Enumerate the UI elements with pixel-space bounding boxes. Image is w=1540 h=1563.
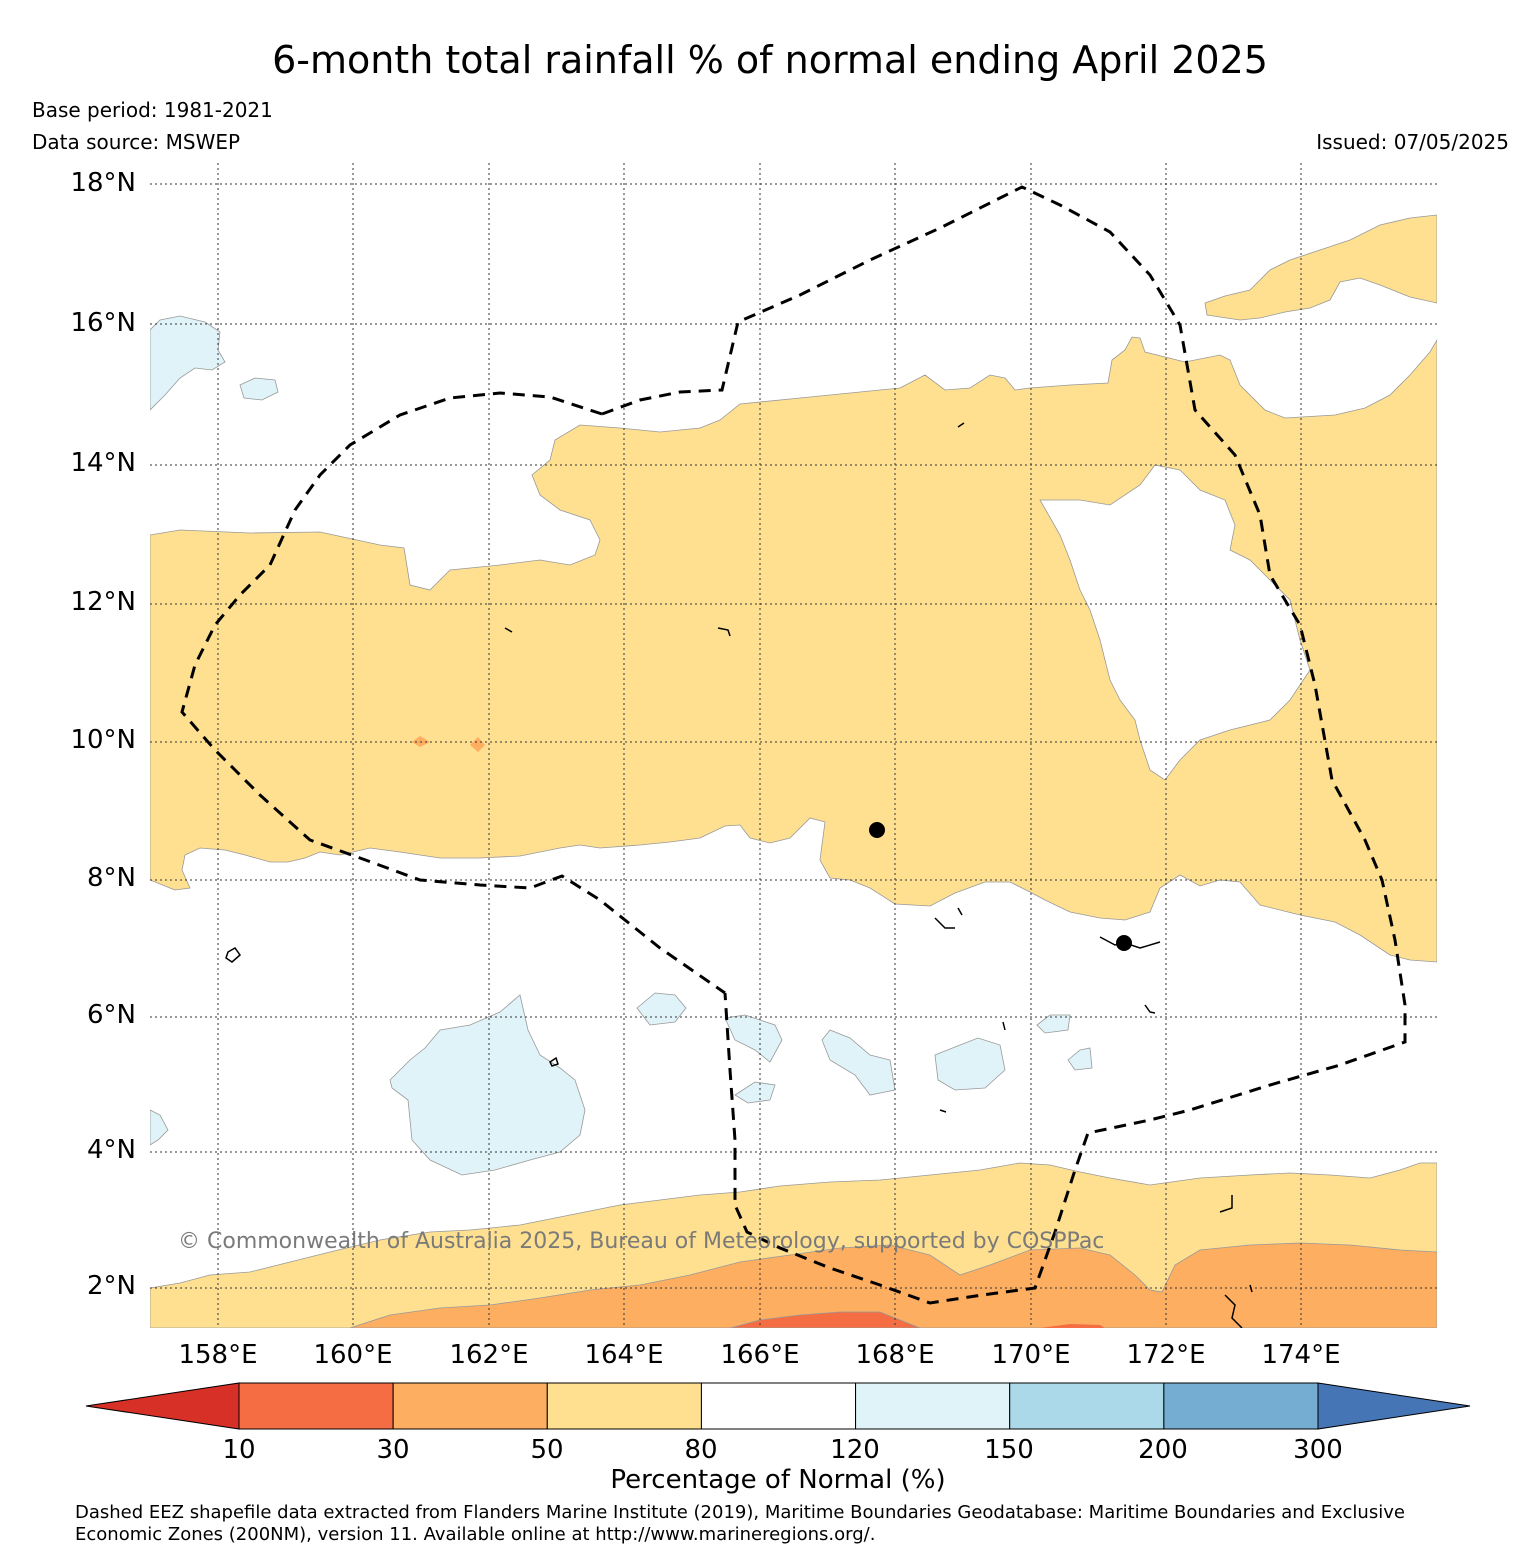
map-title: 6-month total rainfall % of normal endin… <box>272 38 1268 82</box>
lon-tick-label: 162°E <box>449 1340 529 1370</box>
rainfall-region-10-30-south <box>729 1311 921 1328</box>
rainfall-region-30-50-south <box>349 1242 1437 1328</box>
lat-tick-label: 2°N <box>87 1271 136 1301</box>
lat-tick-label: 6°N <box>87 1000 136 1030</box>
eez-boundary-central <box>601 185 1407 1305</box>
colorbar-tick-label: 50 <box>530 1435 564 1465</box>
rainfall-region-10-30-south-east <box>1040 1324 1105 1328</box>
lat-tick-label: 12°N <box>70 587 136 617</box>
rainfall-region-120-150-central <box>389 994 586 1176</box>
colorbar-tick-label: 30 <box>376 1435 410 1465</box>
rainfall-region-120-150-islet <box>1067 1047 1093 1071</box>
lat-tick-label: 10°N <box>70 725 136 755</box>
colorbar-tick-label: 10 <box>222 1435 256 1465</box>
lat-tick-label: 16°N <box>70 308 136 338</box>
copyright-watermark: © Commonwealth of Australia 2025, Bureau… <box>178 1229 1105 1254</box>
eez-boundary-west <box>180 391 726 995</box>
colorbar-tick-label: 300 <box>1293 1435 1343 1465</box>
footnote-line-1: Dashed EEZ shapefile data extracted from… <box>75 1502 1405 1523</box>
footnote-line-2: Economic Zones (200NM), version 11. Avai… <box>75 1524 876 1545</box>
rainfall-region-120-150-islet <box>734 1081 776 1104</box>
colorbar-tick-label: 150 <box>984 1435 1034 1465</box>
rainfall-region-120-150-islet <box>821 1029 896 1096</box>
lon-tick-label: 168°E <box>855 1340 935 1370</box>
lon-tick-label: 174°E <box>1261 1340 1341 1370</box>
lat-tick-label: 14°N <box>70 448 136 478</box>
lon-tick-label: 170°E <box>991 1340 1071 1370</box>
colorbar <box>85 1382 1471 1430</box>
colorbar-segment <box>1163 1382 1319 1430</box>
colorbar-tick-label: 80 <box>684 1435 718 1465</box>
issued-date-label: Issued: 07/05/2025 <box>1316 130 1509 154</box>
rainfall-region-80-120-east <box>1039 464 1311 781</box>
colorbar-segment <box>700 1382 857 1430</box>
data-source-label: Data source: MSWEP <box>32 130 241 154</box>
colorbar-segment <box>392 1382 548 1430</box>
colorbar-under-triangle <box>85 1382 240 1430</box>
lon-tick-label: 166°E <box>720 1340 800 1370</box>
rainfall-region-120-150-northwest <box>150 315 226 411</box>
colorbar-tick-label: 200 <box>1138 1435 1188 1465</box>
colorbar-title: Percentage of Normal (%) <box>610 1465 946 1495</box>
base-period-label: Base period: 1981-2021 <box>32 98 273 122</box>
lat-tick-label: 4°N <box>87 1135 136 1165</box>
lon-tick-label: 160°E <box>313 1340 393 1370</box>
lon-tick-label: 164°E <box>584 1340 664 1370</box>
rainfall-region-120-150-northwest-islet <box>239 377 279 401</box>
lat-tick-label: 8°N <box>87 863 136 893</box>
colorbar-segment <box>238 1382 394 1430</box>
rainfall-region-50-80-north <box>150 336 1437 963</box>
rainfall-region-30-50-patch <box>470 737 485 752</box>
colorbar-segment <box>855 1382 1011 1430</box>
lon-tick-label: 172°E <box>1126 1340 1206 1370</box>
colorbar-segment <box>1009 1382 1165 1430</box>
map-gridlines <box>150 163 1437 1328</box>
colorbar-over-triangle <box>1317 1382 1471 1430</box>
colorbar-segment <box>546 1382 702 1430</box>
rainfall-region-50-80-northeast <box>1204 214 1437 321</box>
station-marker-kwajalein <box>1116 935 1132 951</box>
lon-tick-label: 158°E <box>178 1340 258 1370</box>
rainfall-region-120-150-islet <box>934 1037 1006 1091</box>
lat-tick-label: 18°N <box>70 168 136 198</box>
rainfall-region-120-150-islet <box>636 992 687 1026</box>
rainfall-region-120-150-islet <box>1036 1014 1071 1034</box>
station-marker-majuro <box>869 822 885 838</box>
rainfall-region-120-150-west-edge <box>150 1109 169 1146</box>
colorbar-tick-label: 120 <box>830 1435 880 1465</box>
